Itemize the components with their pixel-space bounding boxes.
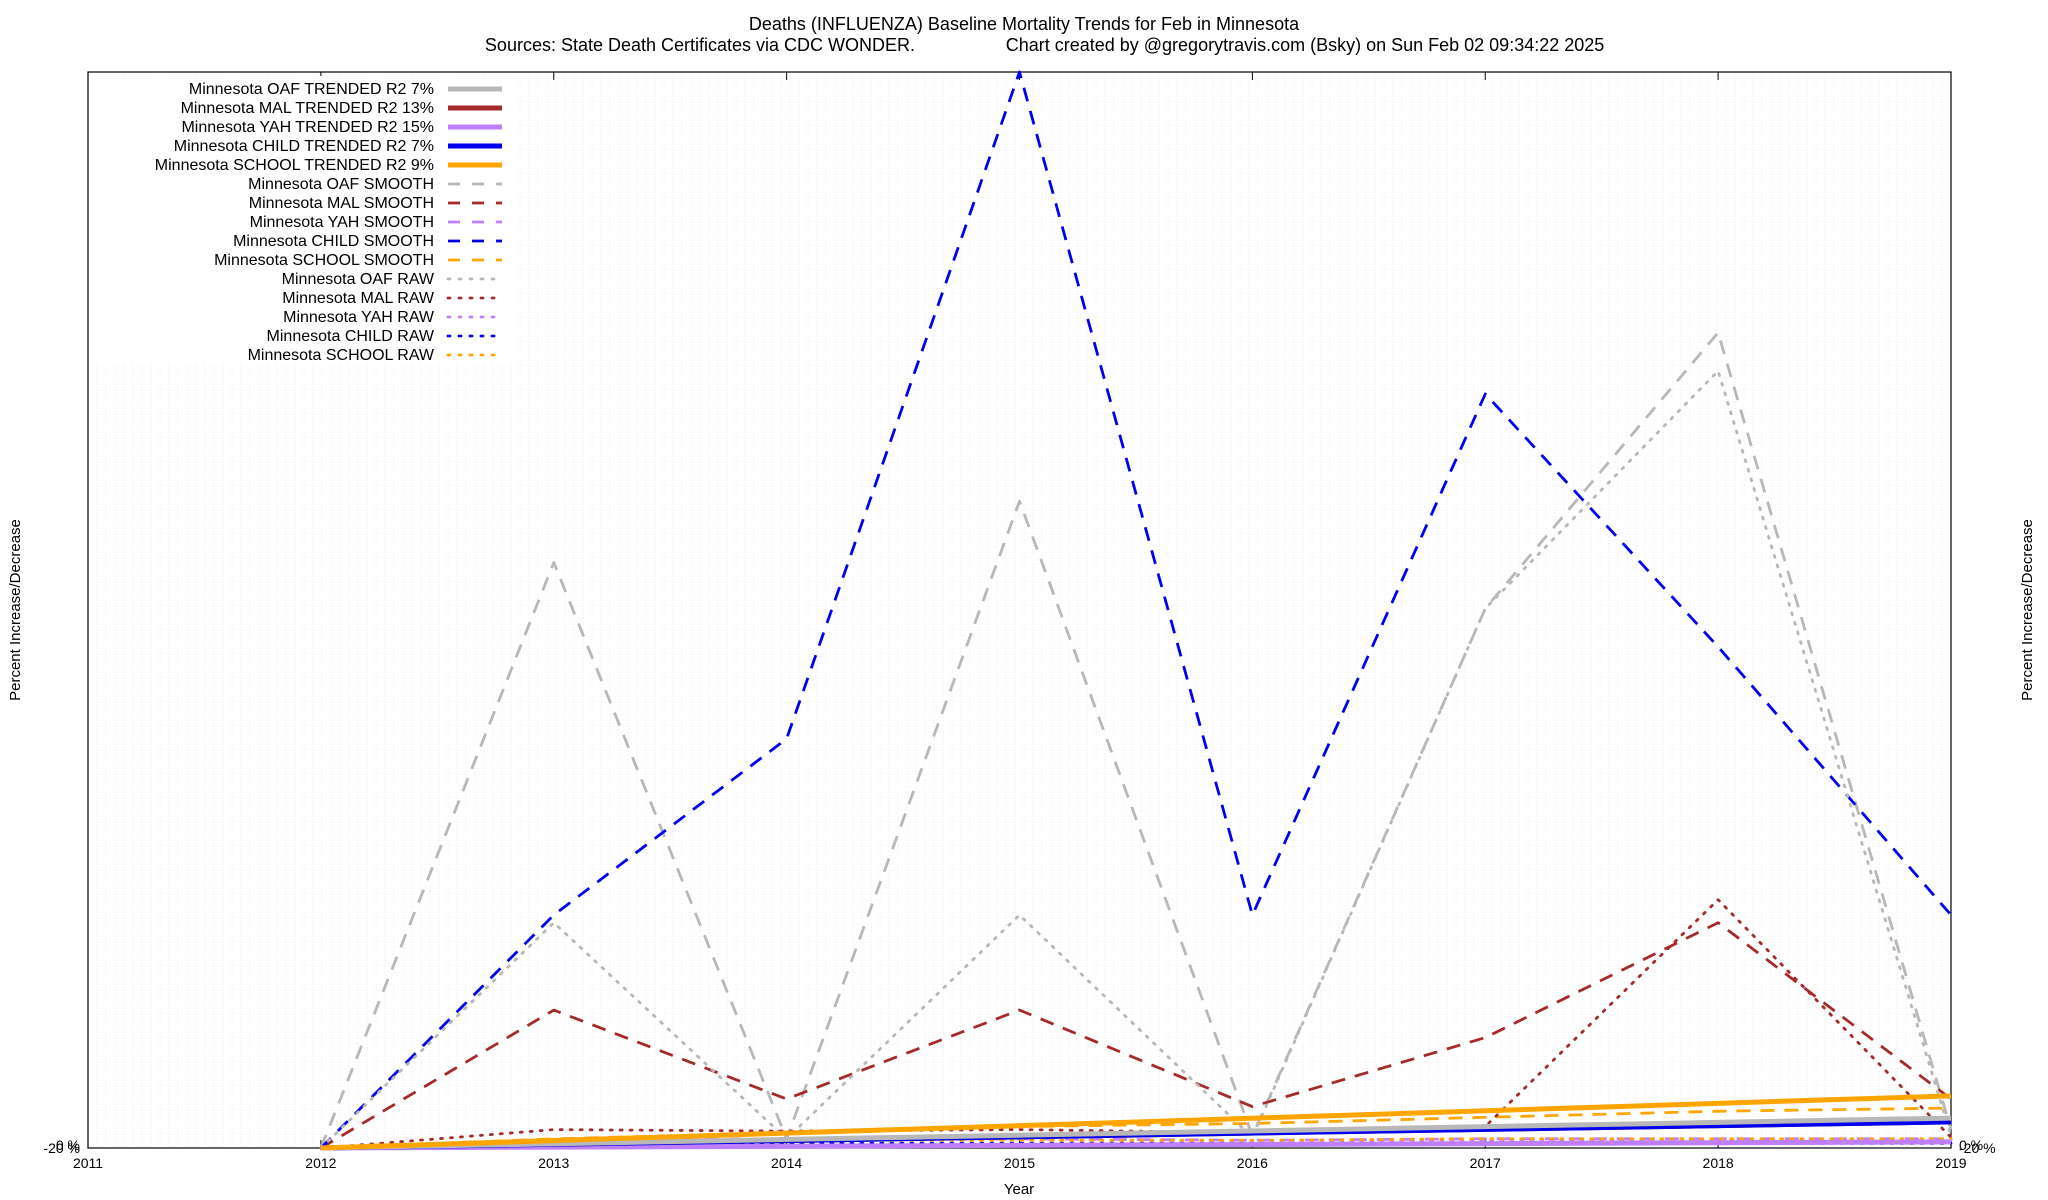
legend-label: Minnesota MAL RAW xyxy=(282,290,435,307)
x-tick-label: 2011 xyxy=(73,1155,103,1171)
x-tick-label: 2019 xyxy=(1935,1155,1966,1171)
legend-label: Minnesota SCHOOL TRENDED R2 9% xyxy=(155,157,434,174)
legend-label: Minnesota CHILD TRENDED R2 7% xyxy=(174,138,434,155)
chart-subtitle-credit: Chart created by @gregorytravis.com (Bsk… xyxy=(1006,35,1605,55)
chart-subtitle-source: Sources: State Death Certificates via CD… xyxy=(485,35,915,55)
series-line-minnesota-child-smooth xyxy=(319,70,1953,1149)
x-tick-label: 2017 xyxy=(1470,1155,1501,1171)
series-line-minnesota-mal-raw xyxy=(319,898,1953,1150)
legend-label: Minnesota OAF SMOOTH xyxy=(248,176,434,193)
y-tick-label: 0 % xyxy=(56,1137,80,1153)
legend-background xyxy=(92,76,512,362)
x-axis-label: Year xyxy=(1004,1181,1034,1198)
series-line-minnesota-oaf-raw xyxy=(319,369,1953,1150)
y2-tick-label: -20 % xyxy=(1959,1140,1996,1156)
series-line-minnesota-oaf-smooth xyxy=(319,331,1953,1149)
legend-label: Minnesota MAL TRENDED R2 13% xyxy=(181,100,434,117)
y2-tick-label: 0 % xyxy=(1959,1137,1983,1153)
legend-label: Minnesota SCHOOL RAW xyxy=(248,347,435,364)
legend-label: Minnesota YAH RAW xyxy=(283,309,435,326)
x-tick-label: 2016 xyxy=(1237,1155,1268,1171)
legend-label: Minnesota YAH SMOOTH xyxy=(250,214,434,231)
legend-label: Minnesota OAF TRENDED R2 7% xyxy=(189,81,434,98)
axis-ticks: 2011 2012 2013 2014 2015 2016 2017 2018 2019-20 … xyxy=(43,72,1996,1171)
x-tick-label: 2014 xyxy=(771,1155,802,1171)
series-line-minnesota-school-trended xyxy=(320,1093,1952,1151)
x-tick-label: 2012 xyxy=(305,1155,336,1171)
y-axis-label: Percent Increase/Decrease xyxy=(7,519,24,701)
legend-label: Minnesota OAF RAW xyxy=(282,271,435,288)
legend-label: Minnesota MAL SMOOTH xyxy=(249,195,434,212)
legend-label: Minnesota CHILD SMOOTH xyxy=(233,233,434,250)
series-line-minnesota-oaf-trended xyxy=(320,1115,1952,1151)
series-line-minnesota-yah-trended xyxy=(320,1139,1952,1151)
legend-label: Minnesota YAH TRENDED R2 15% xyxy=(181,119,434,136)
legend: Minnesota OAF TRENDED R2 7% Minnesota MAL… xyxy=(92,76,512,364)
y2-axis-label: Percent Increase/Decrease xyxy=(2019,519,2036,701)
legend-label: Minnesota SCHOOL SMOOTH xyxy=(214,252,434,269)
series-line-minnesota-mal-smooth xyxy=(320,921,1952,1150)
grid xyxy=(88,72,1951,1148)
legend-label: Minnesota CHILD RAW xyxy=(267,328,435,345)
x-tick-label: 2018 xyxy=(1703,1155,1734,1171)
series-layer xyxy=(319,70,1953,1151)
x-tick-label: 2015 xyxy=(1004,1155,1035,1171)
y-tick-label: -20 % xyxy=(43,1140,80,1156)
chart-title: Deaths (INFLUENZA) Baseline Mortality Tr… xyxy=(749,14,1300,34)
x-tick-label: 2013 xyxy=(538,1155,569,1171)
